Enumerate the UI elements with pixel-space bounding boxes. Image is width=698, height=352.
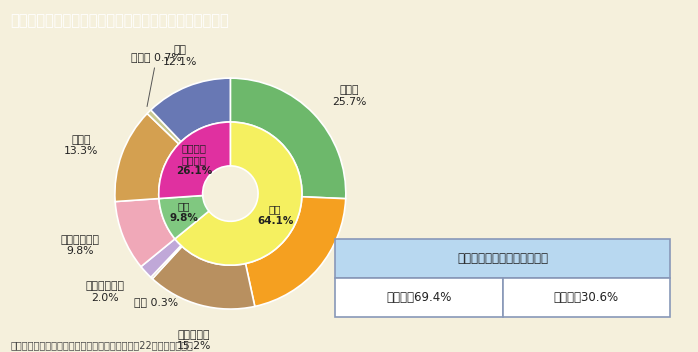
Text: 別居の家族等
9.8%: 別居の家族等 9.8%: [60, 235, 99, 256]
Text: 配偶者
25.7%: 配偶者 25.7%: [332, 86, 366, 107]
Wedge shape: [159, 195, 209, 239]
Text: 同居
64.1%: 同居 64.1%: [257, 204, 293, 226]
Text: 女　性　69.4%: 女 性 69.4%: [386, 291, 452, 304]
Text: 子の配偶者
15.2%: 子の配偶者 15.2%: [177, 329, 211, 351]
Wedge shape: [230, 78, 346, 199]
Wedge shape: [158, 122, 230, 199]
Text: 子
20.9%: 子 20.9%: [338, 274, 373, 295]
Wedge shape: [175, 122, 302, 265]
Bar: [335, 239, 670, 278]
Text: 不詳
12.1%: 不詳 12.1%: [163, 45, 197, 67]
Wedge shape: [147, 110, 181, 144]
Bar: [503, 278, 670, 317]
Text: 別居
9.8%: 別居 9.8%: [170, 201, 199, 223]
Text: その他の親族
2.0%: その他の親族 2.0%: [86, 281, 124, 302]
Text: 父母 0.3%: 父母 0.3%: [134, 297, 179, 307]
Wedge shape: [246, 197, 346, 307]
Wedge shape: [151, 78, 230, 142]
Wedge shape: [115, 199, 175, 266]
Bar: [335, 278, 503, 317]
Text: 男　性　30.6%: 男 性 30.6%: [554, 291, 619, 304]
Wedge shape: [152, 246, 255, 309]
Text: その他 0.7%: その他 0.7%: [131, 52, 182, 107]
Text: （備考）厚生労働省「国民生活基礎調査」（平成22年）より作成。: （備考）厚生労働省「国民生活基礎調査」（平成22年）より作成。: [10, 340, 193, 350]
Text: 同居の主な介護者の男女内訳: 同居の主な介護者の男女内訳: [457, 252, 548, 265]
Text: 第１－４－８図　要介護者等から見た主な介護者の続柄: 第１－４－８図 要介護者等から見た主な介護者の続柄: [10, 13, 229, 28]
Text: 同別居の
区別なし
26.1%: 同別居の 区別なし 26.1%: [176, 143, 212, 176]
Wedge shape: [141, 239, 181, 277]
Text: 事業者
13.3%: 事業者 13.3%: [64, 135, 98, 156]
Wedge shape: [151, 245, 182, 279]
Wedge shape: [115, 113, 179, 202]
